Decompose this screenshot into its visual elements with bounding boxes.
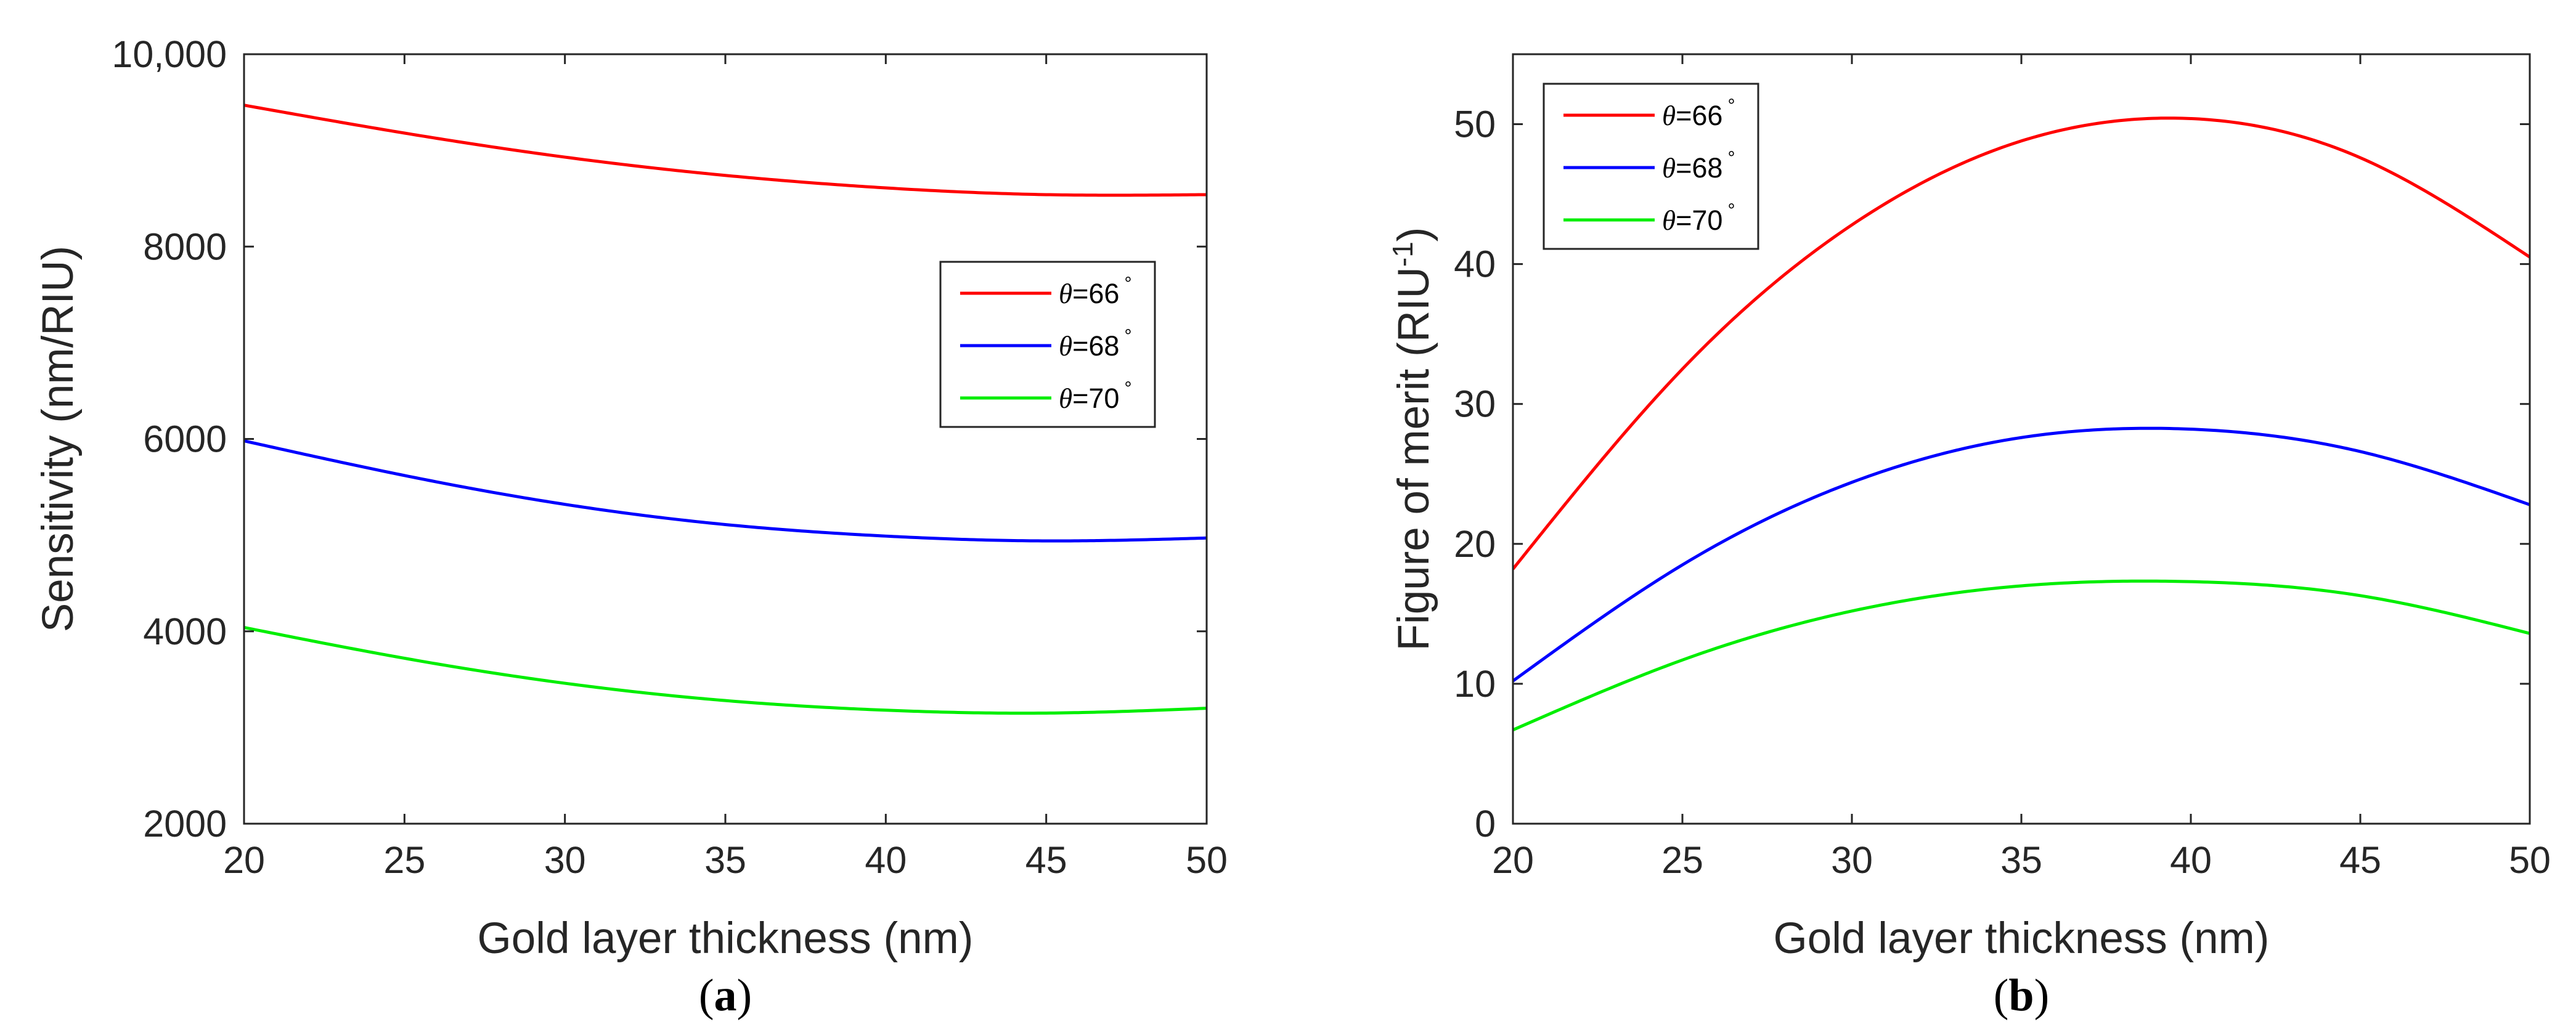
legend-label: θ=70 ° [1059,378,1131,414]
y-tick-label: 20 [1454,523,1496,565]
y-tick-label: 10,000 [112,33,227,75]
x-tick-label: 35 [704,839,746,881]
x-tick-label: 20 [1492,839,1534,881]
series-line-b-2 [1513,579,2530,732]
legend: θ=66 ° θ=68 ° θ=70 ° [1543,83,1759,250]
legend-label: θ=68 ° [1059,326,1131,362]
legend-label: θ=70 ° [1662,200,1735,236]
legend-label: θ=66 ° [1059,274,1131,309]
chart-panel-a: 20 25 30 35 40 45 50 2000 4000 6000 8000 10,000 Gold… [34,33,1228,1021]
x-tick-label: 45 [2339,839,2381,881]
y-axis-label: Figure of merit (RIU-1) [1387,227,1438,651]
legend-label: θ=66 ° [1662,95,1735,131]
series-line-a-1 [244,439,1207,543]
x-tick-label: 30 [544,839,586,881]
y-tick-label: 4000 [143,611,227,652]
plot-area [244,54,1207,824]
series-group [244,104,1207,715]
x-tick-label: 45 [1025,839,1067,881]
x-axis-label: Gold layer thickness (nm) [1774,914,2270,963]
x-tick-label: 50 [1186,839,1228,881]
y-tick-label: 30 [1454,383,1496,425]
series-line-a-2 [244,626,1207,715]
x-tick-label: 40 [865,839,907,881]
x-tick-label: 25 [383,839,425,881]
panel-label: (a) [699,970,752,1021]
x-tick-label: 25 [1661,839,1703,881]
y-tick-label: 0 [1475,803,1496,845]
y-tick-label: 6000 [143,418,227,460]
panel-label: (b) [1994,970,2049,1021]
y-tick-label: 40 [1454,243,1496,285]
series-line-b-1 [1513,426,2530,683]
x-tick-label: 35 [2000,839,2042,881]
series-line-b-0 [1513,116,2530,570]
x-tick-label: 20 [223,839,265,881]
x-tick-label: 50 [2509,839,2551,881]
series-line-a-0 [244,104,1207,197]
legend-label: θ=68 ° [1662,148,1735,184]
y-tick-label: 10 [1454,663,1496,705]
x-tick-label: 40 [2170,839,2212,881]
y-axis-label: Sensitivity (nm/RIU) [34,246,83,632]
y-tick-label: 8000 [143,225,227,267]
y-tick-label: 50 [1454,104,1496,145]
chart-panel-b: 20 25 30 35 40 45 50 0 10 20 30 40 50 Gold layer thic… [1387,53,2551,1021]
series-group [1513,116,2530,732]
legend: θ=66 ° θ=68 ° θ=70 ° [939,261,1156,428]
x-tick-label: 30 [1831,839,1873,881]
y-tick-label: 2000 [143,803,227,845]
x-axis-label: Gold layer thickness (nm) [478,914,974,963]
